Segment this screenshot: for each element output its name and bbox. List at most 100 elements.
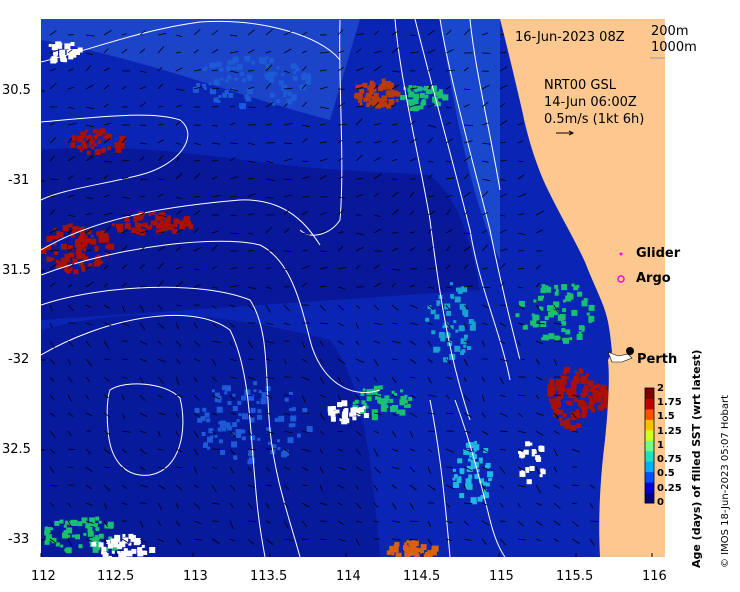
current-arrow [373, 466, 381, 474]
sst-pixel [299, 84, 306, 91]
current-arrow [283, 122, 293, 126]
current-arrow [463, 466, 472, 471]
current-arrow [175, 51, 181, 54]
current-arrow [49, 250, 59, 252]
current-arrow [517, 466, 526, 472]
sst-pixel [108, 243, 115, 250]
sst-pixel [97, 230, 103, 236]
current-arrow [319, 123, 326, 126]
sst-pixel [55, 264, 60, 269]
current-arrow [409, 51, 418, 54]
current-arrow [247, 213, 255, 216]
current-arrow [481, 32, 489, 36]
current-arrow [265, 286, 272, 290]
current-arrow [229, 142, 238, 145]
current-arrow [229, 105, 236, 108]
current-arrow [85, 84, 94, 90]
current-arrow [67, 229, 73, 234]
current-arrow [391, 70, 401, 73]
sst-pixel [438, 89, 443, 94]
current-arrow [499, 304, 506, 307]
sst-pixel [68, 223, 73, 228]
sst-pixel [260, 58, 267, 65]
current-arrow [265, 101, 274, 108]
current-arrow [67, 304, 74, 312]
current-arrow [139, 412, 148, 417]
sst-pixel [103, 236, 110, 243]
current-arrow [409, 34, 417, 37]
current-arrow [175, 412, 180, 418]
sst-pixel [406, 403, 411, 408]
current-arrow [103, 194, 110, 198]
sst-pixel [459, 493, 465, 499]
sst-pixel [288, 391, 293, 396]
sst-pixel [408, 396, 413, 401]
current-arrow [193, 172, 201, 180]
current-arrow [355, 502, 362, 510]
current-arrow [175, 376, 180, 386]
sst-pixel [217, 398, 222, 403]
sst-pixel [87, 526, 93, 532]
current-arrow [265, 160, 274, 164]
sst-pixel [207, 446, 210, 450]
sst-pixel [564, 366, 571, 373]
sst-pixel [553, 306, 557, 310]
sst-pixel [538, 445, 545, 452]
current-arrow [337, 340, 344, 346]
current-arrow [355, 105, 364, 108]
sst-pixel [467, 458, 471, 462]
sst-pixel [206, 418, 211, 423]
current-arrow [175, 466, 183, 469]
current-arrow [211, 30, 218, 36]
current-arrow [517, 160, 524, 163]
sst-pixel [218, 439, 223, 444]
current-arrow [157, 214, 167, 217]
current-arrow [247, 376, 256, 380]
current-arrow [499, 484, 505, 489]
sst-pixel [458, 476, 462, 480]
sst-pixel [265, 76, 270, 81]
current-arrow [121, 196, 131, 199]
current-arrow [445, 69, 455, 72]
current-arrow [301, 84, 307, 90]
current-arrow [211, 538, 220, 544]
current-arrow [445, 86, 451, 90]
current-arrow [103, 340, 109, 349]
sst-pixel [132, 535, 136, 539]
sst-pixel [563, 379, 567, 383]
sst-pixel [41, 248, 47, 254]
current-arrow [139, 195, 146, 198]
sst-pixel [520, 455, 524, 459]
current-arrow [337, 50, 344, 54]
current-arrow [553, 466, 558, 473]
current-arrow [481, 229, 488, 234]
sst-pixel [577, 412, 581, 416]
current-arrow [301, 160, 309, 162]
sst-pixel [214, 434, 218, 438]
current-arrow [301, 484, 308, 486]
sst-pixel [98, 237, 104, 243]
current-arrow [445, 376, 453, 380]
sst-pixel [82, 253, 85, 257]
current-arrow [571, 502, 577, 505]
sst-pixel [73, 269, 79, 275]
sst-pixel [264, 72, 270, 78]
sst-pixel [107, 521, 114, 528]
current-arrow [49, 484, 58, 487]
current-arrow [121, 159, 130, 162]
sst-pixel [482, 492, 489, 499]
current-arrow [157, 32, 167, 36]
current-arrow [49, 358, 56, 365]
sst-pixel [84, 235, 88, 239]
sst-pixel [412, 98, 419, 105]
current-arrow [499, 214, 506, 217]
sst-pixel [51, 44, 58, 51]
current-arrow [319, 412, 325, 421]
current-arrow [175, 142, 182, 145]
sst-pixel [554, 284, 559, 289]
sst-pixel [460, 470, 465, 475]
current-arrow [391, 538, 401, 541]
current-arrow [319, 250, 328, 252]
sst-pixel [222, 385, 228, 391]
current-arrow [211, 265, 218, 270]
